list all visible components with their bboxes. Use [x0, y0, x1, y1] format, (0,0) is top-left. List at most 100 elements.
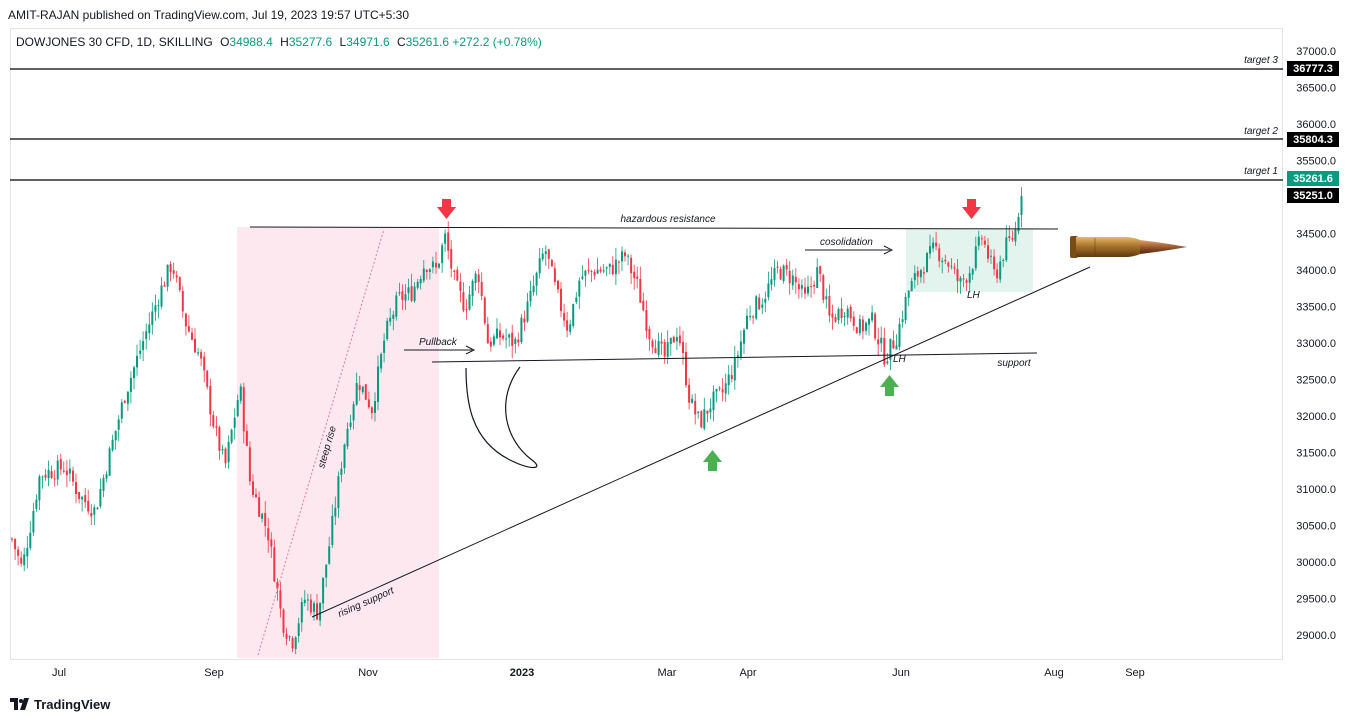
candle-body [596, 269, 599, 274]
pullback-label: Pullback [419, 337, 458, 348]
candle-body [977, 236, 980, 246]
target-2-label: target 2 [1244, 126, 1278, 137]
candle-body [398, 292, 401, 294]
candle-body [47, 469, 50, 479]
candle-body [660, 341, 663, 344]
red-down-arrow-2 [962, 199, 981, 219]
candle-body [389, 317, 392, 322]
candle-body [157, 305, 160, 307]
candle-body [505, 338, 508, 340]
support-label: support [997, 358, 1032, 369]
candle-body [300, 602, 303, 623]
candle-body [593, 272, 596, 276]
candle-body [962, 278, 965, 280]
candle-body [68, 468, 71, 474]
candle-body [431, 261, 434, 268]
tradingview-logo-icon[interactable] [10, 697, 30, 711]
candle-body [993, 256, 996, 270]
candle-body [282, 609, 285, 633]
candle-body [392, 314, 395, 319]
candle-body [614, 259, 617, 275]
candle-body [532, 285, 535, 293]
candle-body [517, 339, 520, 343]
support-line[interactable] [431, 352, 1038, 363]
candle-body [1008, 236, 1011, 238]
hazardous-resistance-line[interactable] [249, 226, 1059, 230]
candle-body [252, 481, 254, 495]
candle-body [730, 375, 733, 379]
price-tick-label: 33500.0 [1296, 302, 1336, 314]
time-axis[interactable]: Jul Sep Nov 2023 Mar Apr Jun Aug Sep [52, 667, 1145, 679]
candle-body [987, 245, 989, 259]
candle-body [837, 309, 840, 321]
candle-body [404, 294, 407, 301]
candle-body [913, 273, 916, 281]
candle-body [739, 341, 742, 357]
low-key: L [339, 35, 347, 49]
candle-body [682, 342, 684, 353]
candle-body [358, 385, 361, 390]
candle-body [181, 291, 184, 312]
candle-body [550, 260, 553, 267]
candle-body [858, 319, 861, 333]
candle-body [560, 288, 562, 312]
candle-body [553, 268, 556, 282]
candle-body [291, 638, 294, 649]
candle-body [313, 603, 315, 612]
candle-body [776, 266, 779, 268]
pullback-arrowhead [465, 345, 476, 355]
candle-body [642, 300, 645, 311]
candle-body [761, 304, 764, 308]
candle-body [703, 409, 706, 429]
candle-body [874, 313, 877, 339]
symbol-name[interactable]: DOWJONES 30 CFD, 1D, SKILLING [16, 35, 213, 49]
candle-body [529, 290, 532, 302]
candle-body [800, 285, 803, 289]
candle-body [96, 507, 99, 510]
candle-body [370, 407, 373, 414]
candle-body [273, 547, 276, 582]
candle-body [819, 266, 822, 274]
candle-body [514, 338, 517, 344]
candle-body [407, 287, 410, 294]
candle-body [215, 426, 218, 428]
bullet-icon [1070, 236, 1187, 258]
candle-body [166, 264, 169, 287]
footer-brand[interactable]: TradingView [34, 696, 111, 712]
candle-body [779, 268, 782, 280]
candle-body [108, 448, 111, 476]
candle-body [334, 507, 337, 517]
candle-body [395, 295, 398, 317]
price-tick-label: 34000.0 [1296, 265, 1336, 277]
candle-body [755, 296, 758, 319]
candle-body [547, 249, 550, 259]
candle-body [999, 261, 1002, 280]
price-tick-label: 36500.0 [1296, 83, 1336, 95]
chart-frame[interactable] [10, 28, 1283, 660]
candle-body [53, 478, 56, 480]
candle-body [520, 317, 523, 343]
candle-body [953, 267, 956, 269]
candle-body [355, 383, 358, 405]
candle-body [581, 276, 584, 279]
price-tick-label: 34500.0 [1296, 229, 1336, 241]
candle-body [535, 272, 538, 286]
candle-body [316, 603, 318, 620]
candle-body [233, 417, 236, 428]
candle-body [386, 320, 389, 339]
candle-body [325, 564, 328, 578]
candle-body [706, 410, 709, 414]
rising-support-line[interactable] [311, 266, 1091, 618]
candle-body [163, 285, 166, 287]
time-tick-label: Aug [1044, 667, 1064, 679]
candle-body [465, 309, 468, 311]
candle-body [221, 449, 224, 451]
candle-body [834, 317, 837, 322]
candle-body [26, 547, 29, 557]
candle-body [526, 301, 529, 322]
price-tick-label: 30000.0 [1296, 557, 1336, 569]
candle-body [114, 430, 117, 441]
candle-body [93, 507, 96, 515]
candle-body [123, 400, 126, 403]
